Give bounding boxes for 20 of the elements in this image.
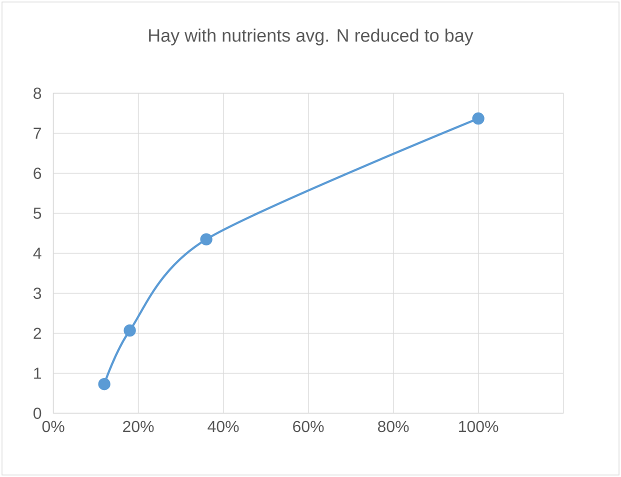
point (472, 112, 484, 125)
y-tick-label: 7 (34, 128, 41, 139)
x-tick-label: 40% (208, 420, 239, 432)
x-tick-label: 100% (459, 420, 498, 432)
x-tick-label: 80% (378, 420, 409, 432)
point (200, 233, 212, 246)
y-tick-label: 2 (34, 328, 41, 339)
y-tick-label: 6 (34, 168, 42, 179)
x-tick-label: 20% (123, 420, 154, 432)
x-tick-label: 60% (293, 420, 324, 432)
point (124, 324, 136, 337)
y-tick-label: 5 (34, 208, 42, 219)
x-tick-label: 0% (42, 420, 64, 432)
y-tick-label: 3 (33, 288, 42, 299)
y-tick-label: 8 (34, 88, 42, 99)
y-tick-label: 4 (33, 248, 42, 259)
point (98, 378, 110, 390)
y-tick-label: 1 (34, 368, 42, 379)
y-tick-label: 0 (34, 408, 42, 419)
chart-title: Hay with nutrients avg. N reduced to bay (149, 28, 474, 46)
